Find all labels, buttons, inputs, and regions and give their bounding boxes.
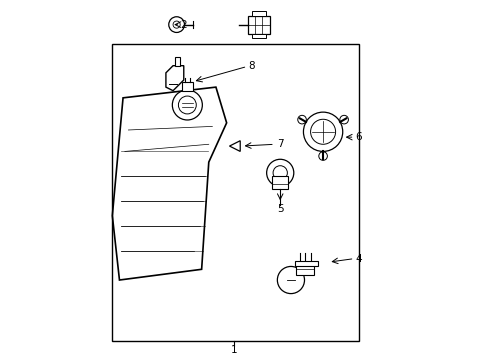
Bar [251,33,265,38]
Text: 8: 8 [248,61,254,71]
Text: 4: 4 [355,253,362,264]
Bar [175,57,180,66]
Bar [294,261,317,266]
Text: 1: 1 [230,345,237,355]
Bar [251,12,265,16]
Bar [272,176,287,189]
Text: 3: 3 [259,19,265,30]
Bar [247,16,269,33]
Text: 2: 2 [180,19,187,30]
Text: 5: 5 [276,203,283,213]
Bar [112,44,358,341]
Bar [182,82,192,91]
Bar [296,262,313,275]
Text: 6: 6 [355,132,362,142]
Text: 7: 7 [276,139,283,149]
